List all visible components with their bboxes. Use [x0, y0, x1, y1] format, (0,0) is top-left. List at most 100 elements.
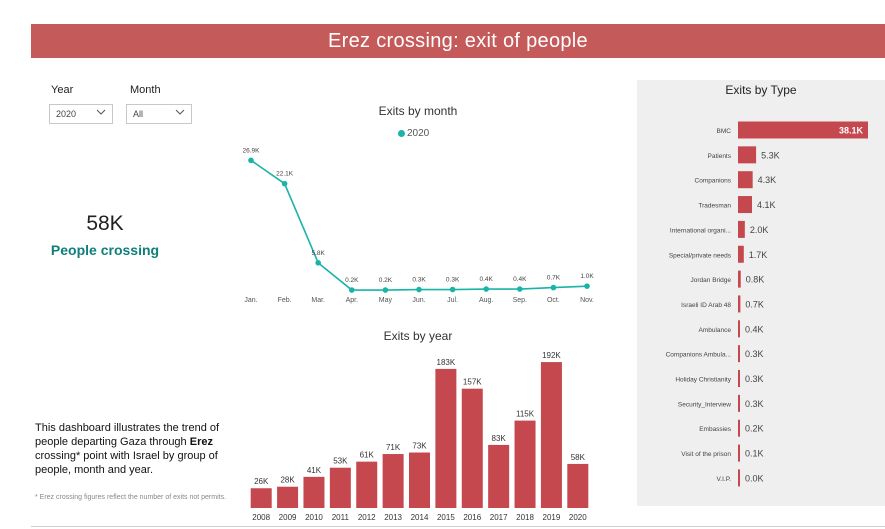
type-bar[interactable] — [738, 419, 740, 437]
bar-value-label: 157K — [463, 378, 482, 387]
year-bar[interactable] — [277, 486, 299, 508]
data-point[interactable] — [382, 287, 389, 293]
bar-value-label: 83K — [492, 434, 507, 443]
bar-value-label: 0.8K — [746, 275, 765, 285]
bar-value-label: 71K — [386, 443, 401, 452]
category-label: V.I.P. — [717, 476, 732, 483]
year-filter-label: Year — [51, 84, 74, 96]
bar-value-label: 4.3K — [758, 175, 777, 185]
month-filter-label: Month — [130, 84, 161, 96]
year-bar[interactable] — [461, 388, 483, 508]
category-label: Patients — [708, 153, 732, 160]
type-bar[interactable] — [738, 171, 753, 189]
category-label: Companions Ambula... — [666, 352, 732, 359]
bar-value-label: 2.0K — [750, 225, 769, 235]
dashboard-title: Erez crossing: exit of people — [31, 24, 885, 58]
year-dropdown-value: 2020 — [56, 109, 77, 119]
bar-value-label: 0.3K — [745, 399, 764, 409]
type-bar[interactable] — [738, 146, 757, 164]
x-tick-label: 2012 — [358, 513, 376, 522]
type-bar[interactable] — [738, 444, 740, 462]
year-bar[interactable] — [435, 368, 457, 508]
type-bar[interactable] — [738, 394, 740, 412]
type-bar[interactable] — [738, 320, 740, 338]
category-label: International organi... — [670, 227, 731, 234]
type-bar[interactable] — [738, 196, 752, 214]
type-bar[interactable] — [738, 469, 740, 487]
year-bar[interactable] — [303, 476, 325, 508]
month-dropdown[interactable]: All — [126, 104, 192, 124]
category-label: Special/private needs — [669, 252, 732, 259]
x-tick-label: 2010 — [305, 513, 323, 522]
x-tick-label: Feb. — [278, 297, 292, 304]
x-tick-label: 2015 — [437, 513, 455, 522]
type-bar[interactable] — [738, 295, 741, 313]
data-point[interactable] — [550, 284, 557, 291]
x-tick-label: Apr. — [346, 297, 359, 304]
data-point[interactable] — [349, 287, 355, 293]
x-tick-label: 2011 — [332, 513, 350, 522]
year-bar[interactable] — [382, 454, 404, 508]
bar-value-label: 1.7K — [749, 250, 768, 260]
x-tick-label: Aug. — [479, 297, 493, 304]
data-point[interactable] — [315, 260, 322, 266]
year-bar[interactable] — [514, 420, 536, 508]
bar-value-label: 0.1K — [745, 449, 764, 459]
bottom-divider — [31, 526, 885, 527]
type-bar[interactable] — [738, 345, 740, 363]
line-chart-title: Exits by month — [378, 104, 458, 118]
year-bar[interactable] — [250, 488, 272, 508]
data-point[interactable] — [248, 157, 254, 164]
type-bar[interactable] — [738, 121, 868, 139]
x-tick-label: Oct. — [547, 297, 560, 304]
year-bar[interactable] — [409, 452, 430, 508]
data-point[interactable] — [281, 180, 288, 187]
year-bar[interactable] — [329, 467, 351, 508]
data-label: 5.8K — [312, 250, 326, 257]
category-label: Visit of the prison — [681, 451, 731, 458]
year-dropdown[interactable]: 2020 — [49, 104, 113, 124]
year-bar[interactable] — [488, 444, 510, 508]
description-text-bold: Erez — [189, 436, 213, 448]
type-bar[interactable] — [738, 220, 745, 238]
type-bar[interactable] — [738, 370, 740, 387]
legend-label: 2020 — [407, 128, 430, 139]
bar-value-label: 0.0K — [745, 473, 764, 483]
x-tick-label: 2019 — [543, 513, 561, 522]
category-label: Israeli ID Arab 48 — [681, 302, 731, 309]
data-point[interactable] — [584, 283, 590, 289]
x-tick-label: 2017 — [490, 513, 508, 522]
kpi-label: People crossing — [50, 242, 160, 258]
bar-value-label: 26K — [254, 477, 269, 486]
data-label: 0.2K — [379, 277, 393, 284]
data-label: 0.3K — [412, 277, 426, 284]
x-tick-label: Jan. — [244, 297, 257, 304]
bar-value-label: 0.3K — [745, 374, 764, 384]
type-bar[interactable] — [738, 270, 741, 288]
x-tick-label: Sep. — [513, 297, 527, 304]
year-bar[interactable] — [567, 463, 589, 508]
year-bar[interactable] — [356, 461, 378, 508]
data-label: 0.2K — [345, 277, 359, 284]
type-bar[interactable] — [738, 245, 744, 263]
x-tick-label: 2008 — [252, 513, 270, 522]
bar-value-label: 73K — [412, 442, 427, 451]
exits-by-type-panel — [637, 80, 885, 506]
x-tick-label: Jul. — [447, 297, 458, 304]
legend-marker — [398, 129, 405, 137]
month-dropdown-value: All — [133, 109, 144, 119]
category-label: Security_Interview — [678, 401, 731, 408]
data-point[interactable] — [483, 286, 490, 292]
x-tick-label: 2018 — [516, 513, 534, 522]
bar-value-label: 28K — [280, 476, 295, 485]
category-label: Jordan Bridge — [691, 277, 732, 284]
data-point[interactable] — [449, 286, 456, 293]
line-chart-legend: 2020 — [398, 128, 429, 139]
data-point[interactable] — [416, 286, 422, 293]
dashboard-description: This dashboard illustrates the trend of … — [35, 421, 235, 477]
x-tick-label: Jun. — [412, 297, 425, 304]
data-point[interactable] — [517, 286, 523, 292]
year-bar[interactable] — [540, 362, 562, 508]
